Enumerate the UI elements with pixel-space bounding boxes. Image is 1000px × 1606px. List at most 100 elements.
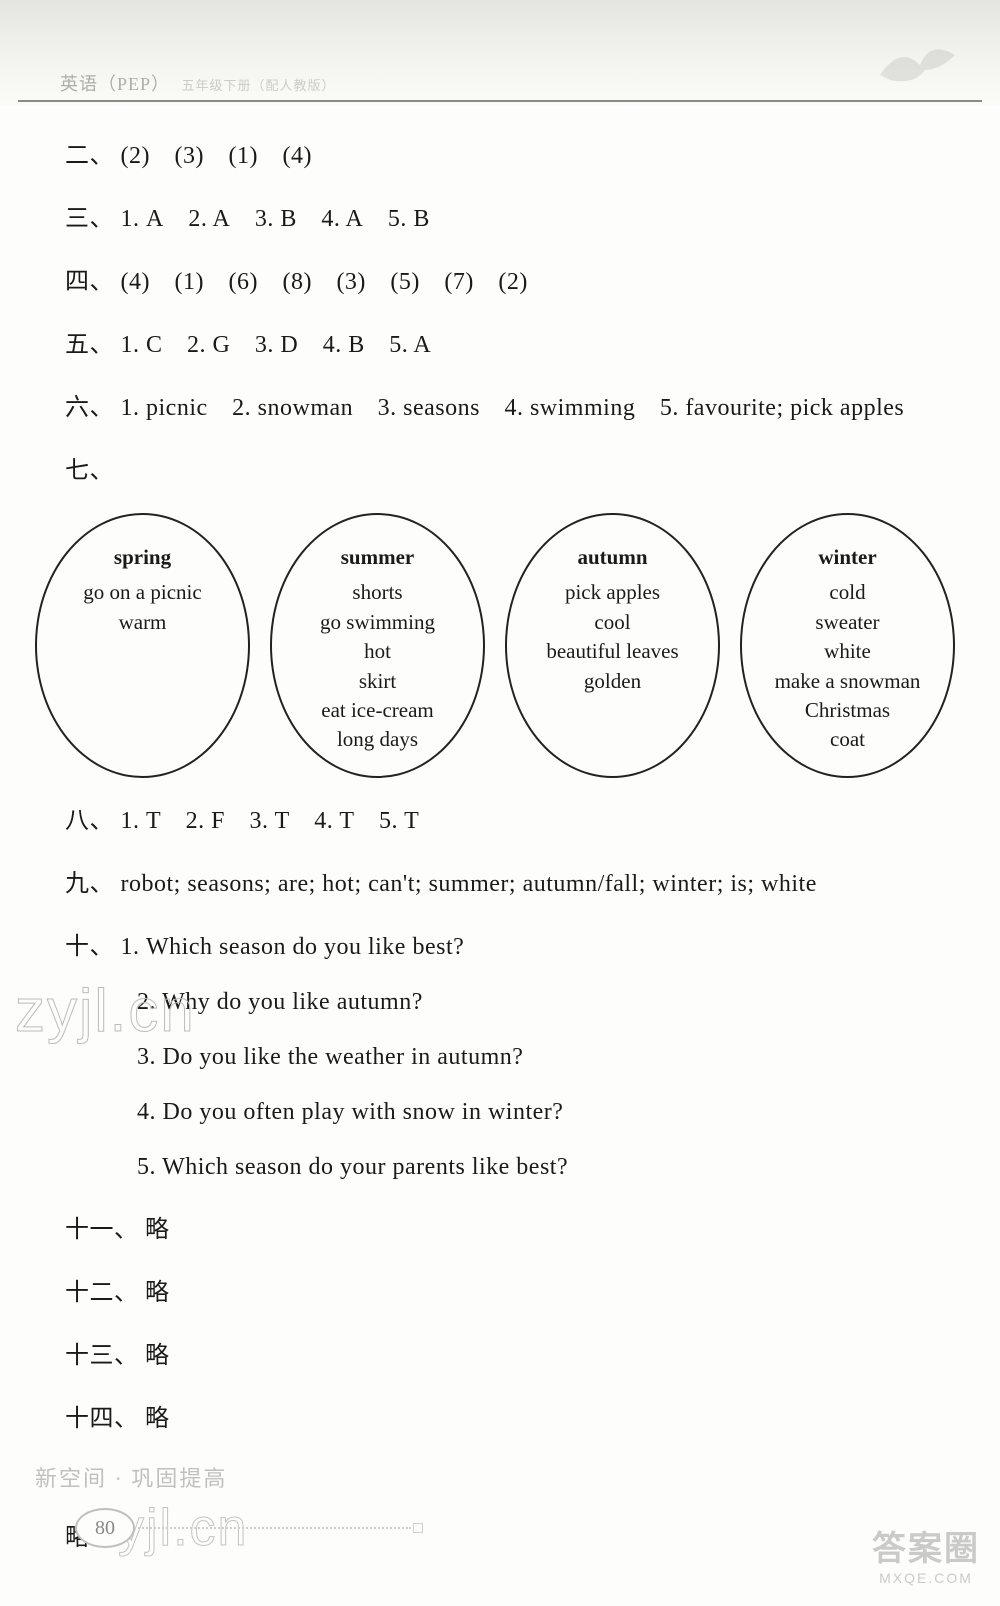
- header-subject: 英语（PEP） 五年级下册（配人教版）: [60, 70, 336, 96]
- oval-autumn: autumn pick apples cool beautiful leaves…: [505, 513, 720, 778]
- q5-i0: 1. C: [121, 332, 163, 358]
- oval-autumn-l2: beautiful leaves: [546, 637, 678, 666]
- q6-i2: 3. seasons: [378, 395, 480, 421]
- oval-autumn-l0: pick apples: [565, 578, 660, 607]
- q4-i0: (4): [121, 269, 150, 295]
- oval-winter-title: winter: [818, 543, 876, 572]
- oval-summer-title: summer: [341, 543, 414, 572]
- oval-autumn-title: autumn: [577, 543, 647, 572]
- oval-winter: winter cold sweater white make a snowman…: [740, 513, 955, 778]
- q8-i1: 2. F: [186, 808, 225, 834]
- q4-i5: (5): [390, 269, 419, 295]
- answer-q10-3: 3. Do you like the weather in autumn?: [65, 1044, 955, 1071]
- answer-q10-4: 4. Do you often play with snow in winter…: [65, 1099, 955, 1126]
- q3-i0: 1. A: [121, 206, 164, 232]
- q8-i0: 1. T: [121, 808, 162, 834]
- q3-i1: 2. A: [188, 206, 230, 232]
- q3-label: 三、: [65, 206, 114, 232]
- q9-text: robot; seasons; are; hot; can't; summer;…: [121, 871, 817, 897]
- q11-text: 略: [145, 1217, 170, 1243]
- answer-q2: 二、 (2) (3) (1) (4): [65, 135, 955, 170]
- oval-spring-l1: warm: [119, 608, 167, 637]
- q12-label: 十二、: [65, 1280, 139, 1306]
- q3-i3: 4. A: [321, 206, 363, 232]
- answer-q6: 六、 1. picnic 2. snowman 3. seasons 4. sw…: [65, 387, 955, 422]
- q2-i3: (4): [282, 143, 311, 169]
- q4-i3: (8): [282, 269, 311, 295]
- q6-i1: 2. snowman: [232, 395, 353, 421]
- answer-q10-1: 十、 1. Which season do you like best?: [65, 926, 955, 961]
- q13-label: 十三、: [65, 1343, 139, 1369]
- q8-i2: 3. T: [250, 808, 290, 834]
- q10-i2: 3. Do you like the weather in autumn?: [137, 1044, 523, 1070]
- oval-winter-l4: Christmas: [805, 696, 890, 725]
- answer-q14: 十四、 略: [65, 1398, 955, 1433]
- page-number-area: 80: [75, 1508, 423, 1548]
- answer-q3: 三、 1. A 2. A 3. B 4. A 5. B: [65, 198, 955, 233]
- q4-i6: (7): [444, 269, 473, 295]
- oval-summer-l0: shorts: [352, 578, 402, 607]
- q7-label: 七、: [65, 458, 114, 484]
- q10-i1: 2. Why do you like autumn?: [137, 989, 423, 1015]
- q5-label: 五、: [65, 332, 114, 358]
- q5-i1: 2. G: [187, 332, 230, 358]
- subtitle-text: 五年级下册（配人教版）: [182, 78, 336, 93]
- oval-summer: summer shorts go swimming hot skirt eat …: [270, 513, 485, 778]
- q2-i1: (3): [174, 143, 203, 169]
- q8-i4: 5. T: [379, 808, 419, 834]
- oval-autumn-l3: golden: [584, 667, 641, 696]
- q10-i0: 1. Which season do you like best?: [121, 934, 465, 960]
- answer-q12: 十二、 略: [65, 1272, 955, 1307]
- oval-winter-l3: make a snowman: [775, 667, 921, 696]
- answer-q5: 五、 1. C 2. G 3. D 4. B 5. A: [65, 324, 955, 359]
- answer-q10-2: 2. Why do you like autumn?: [65, 989, 955, 1016]
- q13-text: 略: [145, 1343, 170, 1369]
- q11-label: 十一、: [65, 1217, 139, 1243]
- oval-spring-title: spring: [114, 543, 171, 572]
- q14-text: 略: [145, 1406, 170, 1432]
- oval-summer-l1: go swimming: [320, 608, 435, 637]
- page-number-dots: [131, 1527, 411, 1529]
- q2-i0: (2): [121, 143, 150, 169]
- q4-i7: (2): [498, 269, 527, 295]
- q2-i2: (1): [228, 143, 257, 169]
- q5-i4: 5. A: [389, 332, 431, 358]
- q2-label: 二、: [65, 143, 114, 169]
- bird-icon: [870, 40, 960, 90]
- oval-winter-l5: coat: [830, 725, 865, 754]
- answer-q8: 八、 1. T 2. F 3. T 4. T 5. T: [65, 800, 955, 835]
- answer-q4: 四、 (4) (1) (6) (8) (3) (5) (7) (2): [65, 261, 955, 296]
- q6-i3: 4. swimming: [504, 395, 635, 421]
- answer-q9: 九、 robot; seasons; are; hot; can't; summ…: [65, 863, 955, 898]
- q14-label: 十四、: [65, 1406, 139, 1432]
- oval-spring: spring go on a picnic warm: [35, 513, 250, 778]
- q9-label: 九、: [65, 871, 114, 897]
- q6-i0: 1. picnic: [121, 395, 208, 421]
- page-number-square: [413, 1523, 423, 1533]
- q8-label: 八、: [65, 808, 114, 834]
- q5-i3: 4. B: [323, 332, 365, 358]
- oval-spring-l0: go on a picnic: [83, 578, 201, 607]
- q10-i3: 4. Do you often play with snow in winter…: [137, 1099, 563, 1125]
- q10-label: 十、: [65, 934, 114, 960]
- q6-i4: 5. favourite; pick apples: [660, 395, 904, 421]
- q5-i2: 3. D: [255, 332, 298, 358]
- page: 英语（PEP） 五年级下册（配人教版） 二、 (2) (3) (1) (4) 三…: [0, 0, 1000, 1606]
- content-area: 二、 (2) (3) (1) (4) 三、 1. A 2. A 3. B 4. …: [65, 135, 955, 1580]
- q10-i4: 5. Which season do your parents like bes…: [137, 1154, 568, 1180]
- q4-i4: (3): [336, 269, 365, 295]
- answer-q7: 七、: [65, 450, 955, 485]
- oval-winter-l0: cold: [829, 578, 865, 607]
- page-number: 80: [75, 1508, 135, 1548]
- q3-i4: 5. B: [388, 206, 430, 232]
- oval-summer-l5: long days: [337, 725, 418, 754]
- oval-summer-l3: skirt: [359, 667, 396, 696]
- q3-i2: 3. B: [255, 206, 297, 232]
- q4-i2: (6): [228, 269, 257, 295]
- q12-text: 略: [145, 1280, 170, 1306]
- oval-winter-l2: white: [824, 637, 871, 666]
- q4-label: 四、: [65, 269, 114, 295]
- answer-q11: 十一、 略: [65, 1209, 955, 1244]
- oval-autumn-l1: cool: [594, 608, 630, 637]
- oval-winter-l1: sweater: [815, 608, 879, 637]
